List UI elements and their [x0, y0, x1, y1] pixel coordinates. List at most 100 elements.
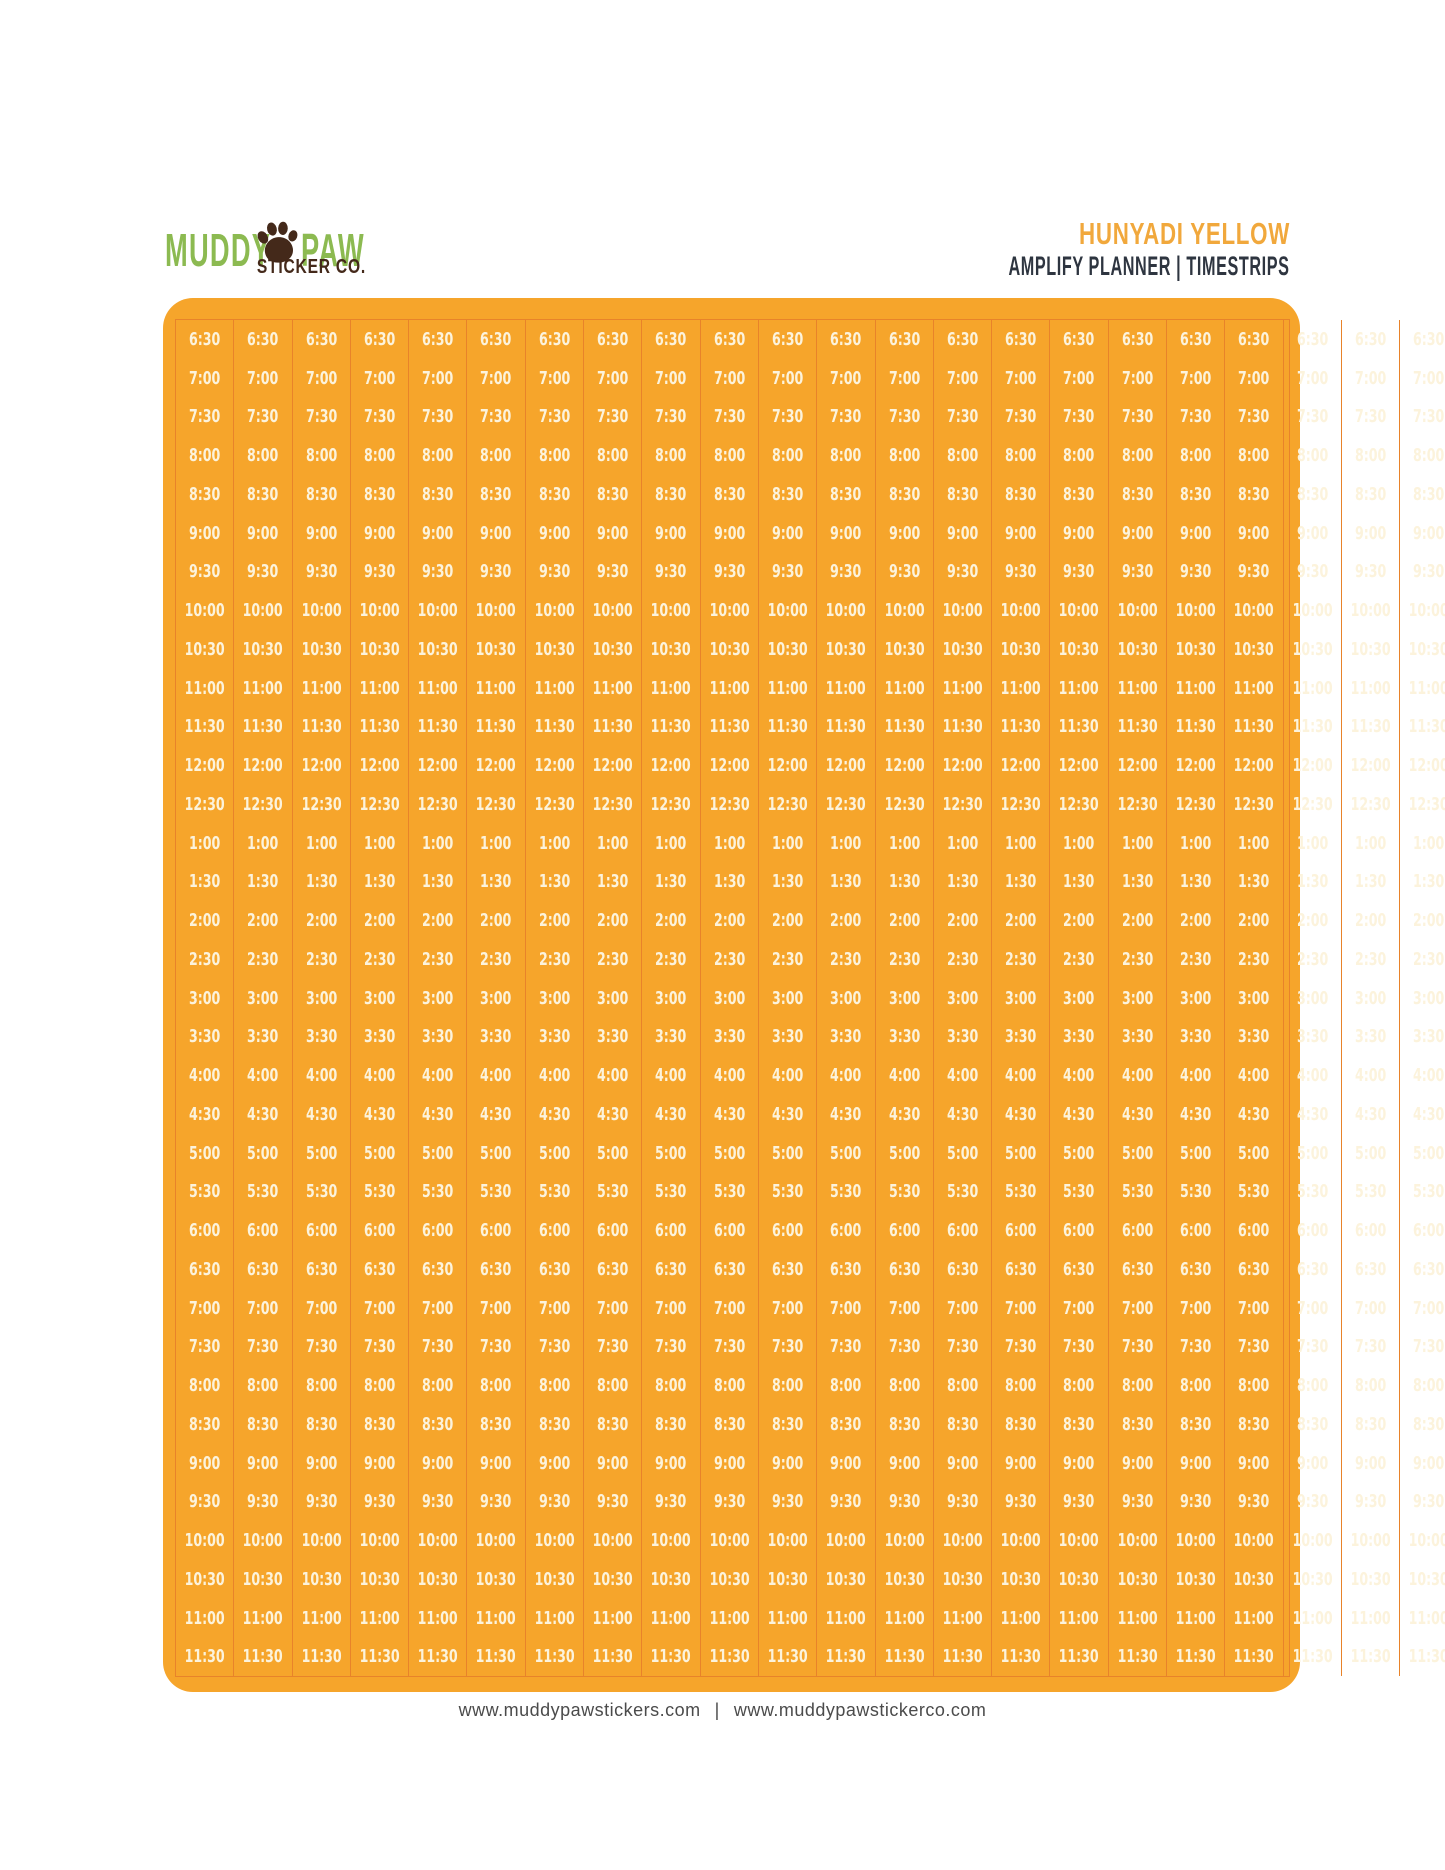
paw-icon: [255, 218, 299, 268]
time-sticker: 1:00: [247, 832, 279, 854]
time-sticker: 6:30: [1413, 328, 1445, 350]
time-sticker: 7:30: [538, 1336, 571, 1358]
time-sticker: 8:00: [1121, 445, 1154, 467]
time-sticker: 8:00: [480, 445, 512, 467]
time-sticker: 1:30: [655, 871, 687, 893]
timestrip-column: 6:30 7:00 7:30 8:00 8:30 9:00 9:30 10:00 10:30 11…: [991, 320, 1049, 1676]
time-sticker: 4:30: [1413, 1103, 1445, 1125]
time-sticker: 8:30: [247, 1413, 279, 1435]
time-sticker: 2:00: [597, 910, 629, 932]
time-sticker: 11:30: [417, 1646, 458, 1668]
time-sticker: 3:00: [1005, 987, 1037, 1009]
time-sticker: 5:00: [713, 1142, 745, 1164]
time-sticker: 9:00: [1063, 1452, 1095, 1474]
time-sticker: 11:00: [359, 677, 400, 699]
time-sticker: 10:00: [1059, 1530, 1100, 1552]
time-sticker: 7:00: [771, 367, 804, 389]
time-sticker: 6:30: [1180, 1258, 1212, 1280]
time-sticker: 7:30: [188, 1336, 221, 1358]
time-sticker: 8:00: [1005, 445, 1037, 467]
time-sticker: 9:30: [247, 561, 279, 583]
time-sticker: 6:00: [888, 1220, 920, 1242]
time-sticker: 9:30: [1180, 561, 1212, 583]
time-sticker: 10:30: [1292, 638, 1333, 660]
time-sticker: 10:30: [1117, 638, 1158, 660]
time-sticker: 4:00: [830, 1065, 862, 1087]
time-sticker: 2:30: [188, 948, 221, 970]
time-sticker: 1:00: [422, 832, 454, 854]
timestrip-column: 6:30 7:00 7:30 8:00 8:30 9:00 9:30 10:00 10:30 11…: [757, 320, 816, 1676]
time-sticker: 5:00: [363, 1142, 396, 1164]
time-sticker: 7:30: [1413, 406, 1445, 428]
time-sticker: 8:30: [422, 1413, 454, 1435]
time-sticker: 7:00: [1296, 1297, 1328, 1319]
time-sticker: 9:00: [713, 1452, 745, 1474]
time-sticker: 6:30: [597, 328, 629, 350]
time-sticker: 10:30: [1117, 1568, 1158, 1590]
time-sticker: 5:00: [1238, 1142, 1270, 1164]
time-sticker: 8:30: [713, 1413, 745, 1435]
time-sticker: 8:00: [1238, 1375, 1270, 1397]
time-sticker: 1:30: [480, 871, 512, 893]
time-sticker: 12:00: [1175, 755, 1216, 777]
time-sticker: 9:00: [363, 1452, 396, 1474]
time-sticker: 9:30: [188, 561, 221, 583]
time-sticker: 10:30: [1175, 1568, 1216, 1590]
time-sticker: 9:30: [305, 561, 337, 583]
time-sticker: 7:00: [480, 367, 512, 389]
time-sticker: 10:30: [1000, 638, 1041, 660]
time-sticker: 10:00: [359, 1530, 400, 1552]
time-sticker: 5:30: [538, 1181, 571, 1203]
time-sticker: 6:30: [422, 328, 454, 350]
time-sticker: 9:00: [1238, 522, 1270, 544]
time-sticker: 9:30: [946, 1491, 979, 1513]
time-sticker: 8:30: [305, 483, 337, 505]
time-sticker: 8:00: [1413, 1375, 1445, 1397]
time-sticker: 7:00: [363, 1297, 396, 1319]
time-sticker: 7:00: [713, 367, 745, 389]
time-sticker: 9:30: [1063, 1491, 1095, 1513]
timestrip-column: 6:30 7:00 7:30 8:00 8:30 9:00 9:30 10:00 10:30 11…: [524, 320, 583, 1676]
time-sticker: 11:00: [825, 1607, 866, 1629]
time-sticker: 3:30: [1063, 1026, 1095, 1048]
time-sticker: 6:30: [480, 328, 512, 350]
time-sticker: 6:30: [480, 1258, 512, 1280]
time-sticker: 7:00: [1121, 1297, 1154, 1319]
time-sticker: 3:00: [538, 987, 571, 1009]
timestrip-column: 6:30 7:00 7:30 8:00 8:30 9:00 9:30 10:00 10:30 11…: [1399, 320, 1445, 1676]
time-sticker: 12:30: [184, 793, 225, 815]
time-sticker: 7:00: [247, 367, 279, 389]
time-sticker: 3:30: [480, 1026, 512, 1048]
time-sticker: 11:30: [592, 716, 633, 738]
time-sticker: 6:30: [946, 1258, 979, 1280]
time-sticker: 8:00: [188, 445, 221, 467]
time-sticker: 1:30: [305, 871, 337, 893]
time-sticker: 12:00: [767, 755, 808, 777]
time-sticker: 10:30: [242, 1568, 283, 1590]
time-sticker: 9:00: [1180, 522, 1212, 544]
time-sticker: 3:00: [363, 987, 396, 1009]
time-sticker: 9:00: [1296, 522, 1328, 544]
time-sticker: 7:00: [1413, 1297, 1445, 1319]
time-sticker: 10:30: [1175, 638, 1216, 660]
time-sticker: 1:30: [946, 871, 979, 893]
time-sticker: 6:30: [363, 1258, 396, 1280]
time-sticker: 9:30: [1063, 561, 1095, 583]
time-sticker: 7:00: [1121, 367, 1154, 389]
time-sticker: 6:30: [888, 1258, 920, 1280]
time-sticker: 11:00: [359, 1607, 400, 1629]
time-sticker: 4:00: [597, 1065, 629, 1087]
time-sticker: 9:00: [1413, 522, 1445, 544]
time-sticker: 4:00: [305, 1065, 337, 1087]
time-sticker: 12:30: [1408, 793, 1445, 815]
time-sticker: 11:30: [1175, 1646, 1216, 1668]
time-sticker: 11:00: [417, 677, 458, 699]
time-sticker: 7:30: [1063, 406, 1095, 428]
time-sticker: 7:30: [888, 406, 920, 428]
time-sticker: 8:00: [888, 445, 920, 467]
time-sticker: 8:30: [363, 483, 396, 505]
time-sticker: 6:30: [1005, 328, 1037, 350]
time-sticker: 9:00: [655, 522, 687, 544]
time-sticker: 2:30: [1354, 948, 1387, 970]
time-sticker: 11:30: [1350, 716, 1391, 738]
